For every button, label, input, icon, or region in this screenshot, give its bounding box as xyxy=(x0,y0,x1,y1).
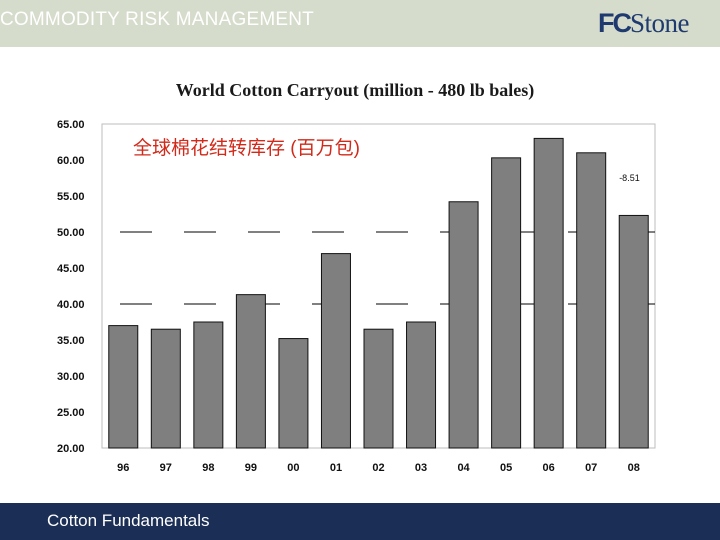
x-tick-label: 02 xyxy=(372,462,384,474)
bar-02 xyxy=(363,328,394,449)
x-tick-label: 08 xyxy=(628,462,640,474)
y-tick-label: 35.00 xyxy=(57,335,85,347)
bar-99 xyxy=(235,294,266,449)
y-tick-label: 40.00 xyxy=(57,299,85,311)
y-tick-label: 25.00 xyxy=(57,407,85,419)
bar-05 xyxy=(491,157,522,449)
x-tick-label: 96 xyxy=(117,462,129,474)
logo-prefix: FC xyxy=(598,8,632,38)
fcstone-logo: FCStone xyxy=(598,8,690,39)
header-bar: COMMODITY RISK MANAGEMENT FCStone xyxy=(0,0,720,47)
x-tick-label: 06 xyxy=(543,462,555,474)
y-tick-label: 45.00 xyxy=(57,263,85,275)
bar-00 xyxy=(278,338,309,449)
bar-07 xyxy=(576,152,607,449)
x-tick-label: 97 xyxy=(160,462,172,474)
header-title: COMMODITY RISK MANAGEMENT xyxy=(0,9,314,30)
bar-96 xyxy=(108,325,139,449)
x-tick-label: 07 xyxy=(585,462,597,474)
bar-98 xyxy=(193,321,224,449)
x-tick-label: 05 xyxy=(500,462,512,474)
bar-97 xyxy=(150,328,181,449)
x-tick-label: 00 xyxy=(287,462,299,474)
y-tick-label: 55.00 xyxy=(57,191,85,203)
bar-08 xyxy=(618,214,649,449)
bar-01 xyxy=(320,253,351,449)
bar-03 xyxy=(406,321,437,449)
x-tick-label: 99 xyxy=(245,462,257,474)
footer-label: Cotton Fundamentals xyxy=(47,511,210,530)
footer-bar: Cotton Fundamentals xyxy=(0,503,720,540)
x-tick-label: 04 xyxy=(457,462,470,474)
annotation-label: -8.51 xyxy=(619,173,640,183)
y-tick-label: 50.00 xyxy=(57,227,85,239)
x-tick-label: 98 xyxy=(202,462,214,474)
bar-06 xyxy=(533,137,564,449)
chart-title: World Cotton Carryout (million - 480 lb … xyxy=(175,80,535,100)
y-tick-label: 65.00 xyxy=(57,119,85,131)
bar-04 xyxy=(448,201,479,449)
y-tick-label: 60.00 xyxy=(57,155,85,167)
chart-subtitle: 全球棉花结转库存 (百万包) xyxy=(133,138,360,159)
logo-suffix: Stone xyxy=(630,8,690,38)
x-tick-label: 03 xyxy=(415,462,427,474)
y-tick-label: 20.00 xyxy=(57,443,85,455)
x-tick-label: 01 xyxy=(330,462,342,474)
y-tick-label: 30.00 xyxy=(57,371,85,383)
